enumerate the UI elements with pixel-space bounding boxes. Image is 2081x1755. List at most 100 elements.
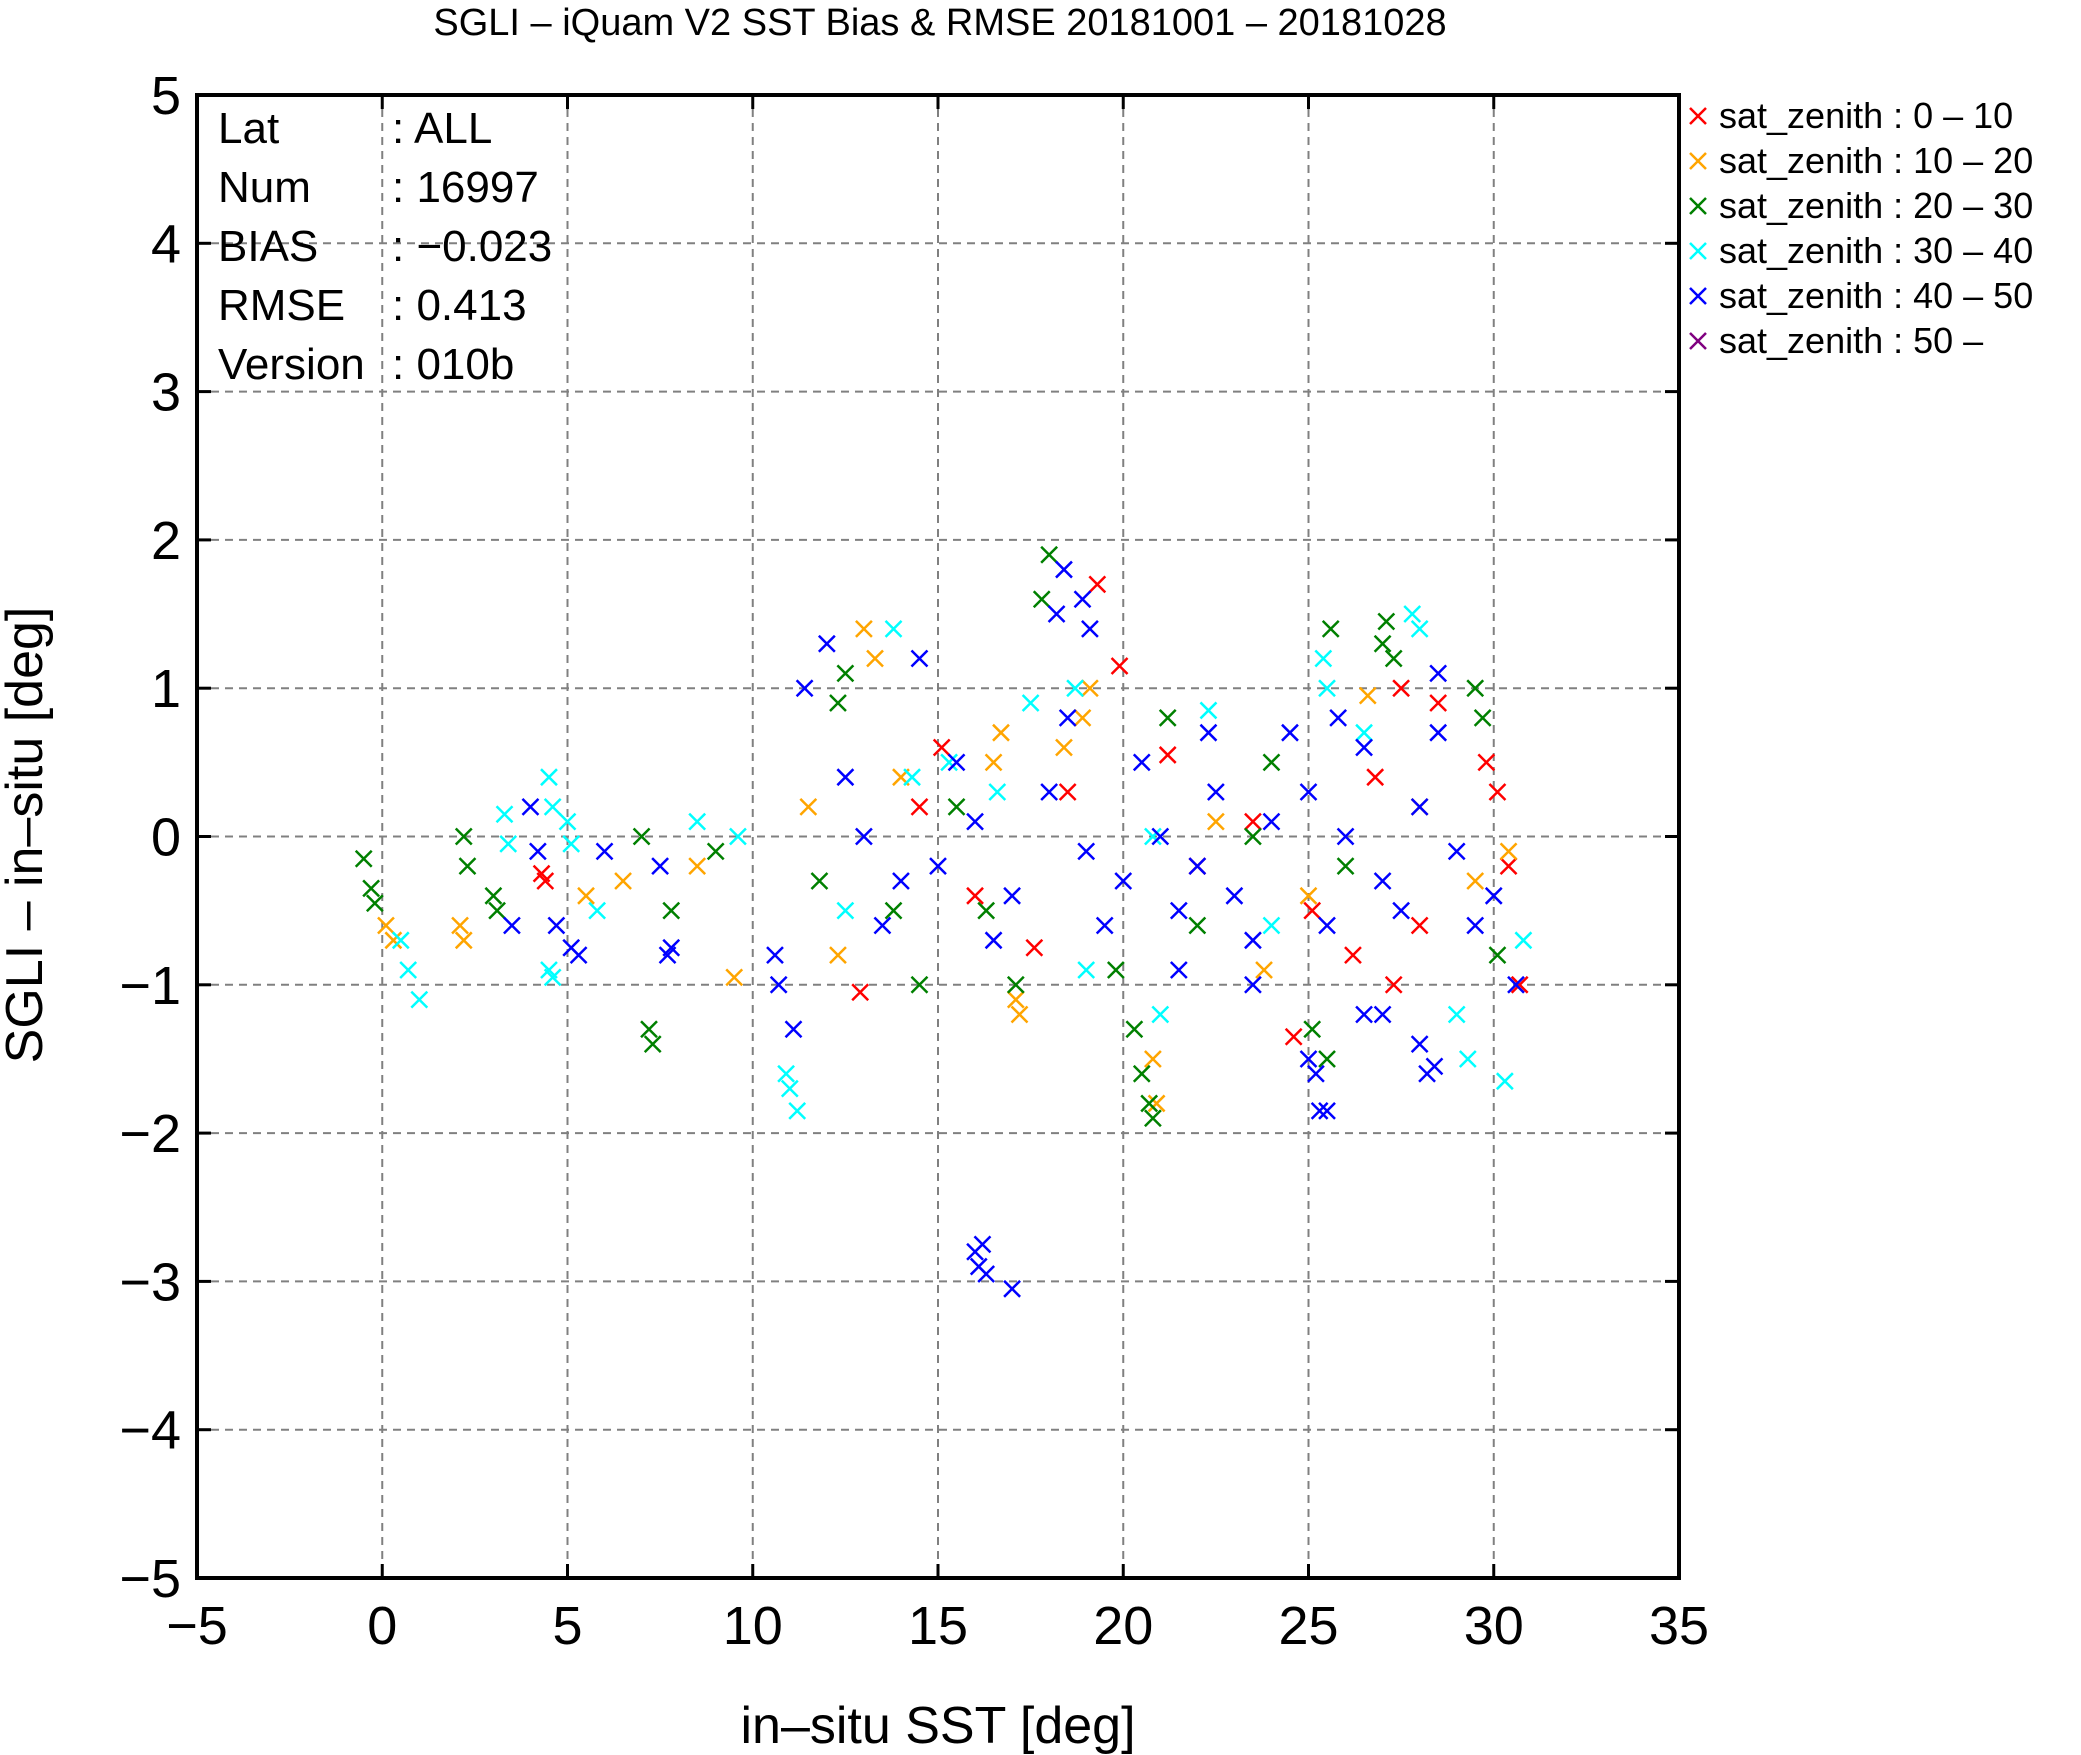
y-tick-label: −5 bbox=[119, 1549, 181, 1609]
data-point bbox=[1484, 886, 1503, 905]
y-tick-label: 1 bbox=[151, 659, 181, 719]
y-tick-label: −2 bbox=[119, 1104, 181, 1164]
data-point bbox=[521, 797, 540, 816]
data-point bbox=[766, 946, 784, 965]
x-tick-label: 10 bbox=[723, 1596, 783, 1656]
data-point bbox=[543, 797, 562, 816]
data-point bbox=[562, 835, 581, 853]
data-point bbox=[1040, 545, 1059, 564]
y-tick-label: 2 bbox=[151, 511, 181, 571]
y-tick-label: −4 bbox=[119, 1401, 181, 1461]
data-point bbox=[1262, 812, 1281, 831]
data-point bbox=[1244, 812, 1262, 831]
data-point bbox=[866, 649, 884, 668]
data-point bbox=[817, 634, 836, 653]
data-point bbox=[1410, 916, 1429, 935]
data-point bbox=[1077, 961, 1096, 979]
data-point bbox=[1466, 679, 1485, 698]
data-point bbox=[1132, 753, 1151, 772]
data-point bbox=[1429, 694, 1448, 712]
data-point bbox=[569, 946, 588, 965]
data-point bbox=[558, 812, 577, 831]
data-point bbox=[706, 842, 725, 861]
data-point bbox=[725, 968, 744, 987]
x-tick-label: 30 bbox=[1464, 1596, 1524, 1656]
data-point bbox=[410, 990, 429, 1009]
data-point bbox=[780, 1079, 799, 1098]
x-tick-label: 20 bbox=[1093, 1596, 1153, 1656]
data-point bbox=[1425, 1057, 1444, 1076]
data-point bbox=[777, 1064, 795, 1083]
data-point bbox=[365, 894, 384, 913]
data-point bbox=[829, 946, 847, 965]
data-point bbox=[977, 901, 996, 920]
data-point bbox=[1495, 1072, 1514, 1091]
stats-label: Version bbox=[218, 340, 365, 389]
data-point bbox=[362, 879, 381, 898]
data-point bbox=[499, 835, 518, 853]
stats-value: : 0.413 bbox=[392, 281, 527, 330]
data-point bbox=[1151, 1005, 1170, 1024]
data-point bbox=[354, 849, 373, 868]
x-tick-label: 25 bbox=[1278, 1596, 1338, 1656]
data-point bbox=[1081, 679, 1099, 698]
data-point bbox=[1003, 886, 1021, 905]
stats-label: BIAS bbox=[218, 222, 318, 271]
data-point bbox=[929, 857, 947, 876]
data-point bbox=[784, 1020, 803, 1039]
data-point bbox=[1281, 723, 1299, 742]
data-point bbox=[1132, 1064, 1151, 1083]
data-point bbox=[873, 916, 892, 935]
data-point bbox=[810, 872, 829, 890]
stats-label: RMSE bbox=[218, 281, 345, 330]
data-point bbox=[1114, 872, 1133, 890]
data-point bbox=[1144, 1050, 1162, 1068]
data-point bbox=[458, 857, 477, 876]
data-point bbox=[1055, 560, 1073, 579]
data-point bbox=[1366, 768, 1385, 787]
data-point bbox=[588, 901, 607, 920]
data-point bbox=[836, 664, 855, 683]
data-point bbox=[1158, 746, 1177, 764]
data-point bbox=[947, 797, 966, 816]
data-point bbox=[1066, 679, 1084, 698]
stats-box: Lat: ALL Num: 16997 BIAS: −0.023 RMSE: 0.41… bbox=[218, 104, 552, 389]
data-point bbox=[1206, 783, 1225, 801]
data-point bbox=[884, 901, 903, 920]
data-point bbox=[1410, 797, 1429, 816]
data-point bbox=[1088, 575, 1107, 594]
data-point bbox=[1403, 605, 1422, 623]
data-point bbox=[1355, 723, 1373, 742]
data-point bbox=[632, 827, 651, 846]
data-point bbox=[1392, 901, 1411, 920]
data-point bbox=[973, 1235, 992, 1254]
grid bbox=[197, 95, 1679, 1578]
data-point bbox=[1244, 975, 1262, 994]
data-point bbox=[1429, 723, 1448, 742]
data-point bbox=[1303, 901, 1322, 920]
series-1 bbox=[377, 619, 1518, 1113]
data-point bbox=[984, 753, 1003, 772]
data-point bbox=[1144, 1109, 1162, 1128]
data-point bbox=[788, 1101, 807, 1120]
data-point bbox=[966, 886, 984, 905]
data-point bbox=[1010, 1005, 1029, 1024]
data-point bbox=[377, 916, 395, 935]
legend-entry: sat_zenith : 50 – bbox=[1719, 320, 1983, 361]
data-point bbox=[1488, 783, 1507, 801]
chart-title: SGLI – iQuam V2 SST Bias & RMSE 20181001… bbox=[433, 2, 1446, 44]
data-point bbox=[391, 931, 410, 950]
data-point bbox=[688, 857, 707, 876]
data-point bbox=[688, 812, 707, 831]
data-point bbox=[940, 753, 958, 772]
data-point bbox=[540, 768, 558, 787]
data-point bbox=[1299, 783, 1318, 801]
legend-entry: sat_zenith : 20 – 30 bbox=[1719, 185, 2033, 226]
data-point bbox=[1147, 1094, 1166, 1113]
y-tick-label: 5 bbox=[151, 66, 181, 126]
data-point bbox=[977, 1265, 996, 1283]
data-point bbox=[503, 916, 521, 935]
data-point bbox=[595, 842, 614, 861]
data-point bbox=[454, 931, 473, 950]
